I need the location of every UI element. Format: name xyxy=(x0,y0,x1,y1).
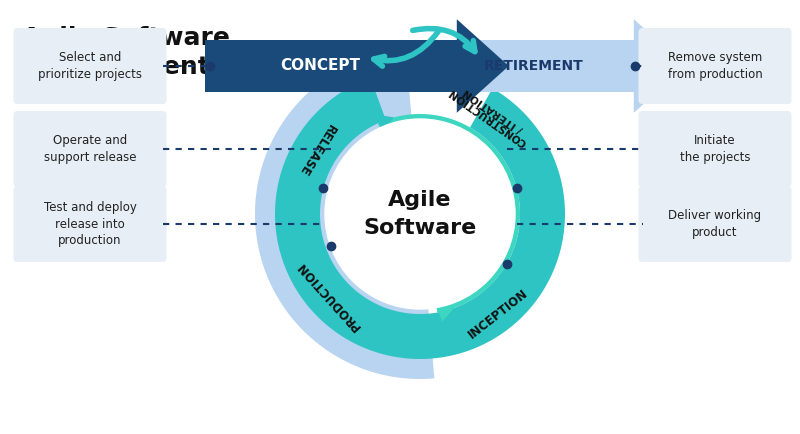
Text: Agile Software
Development Lifecycle: Agile Software Development Lifecycle xyxy=(22,26,342,79)
FancyArrowPatch shape xyxy=(413,29,475,52)
Polygon shape xyxy=(378,114,520,312)
Polygon shape xyxy=(205,19,509,113)
Polygon shape xyxy=(376,115,394,131)
FancyBboxPatch shape xyxy=(14,28,166,104)
Text: Select and
prioritize projects: Select and prioritize projects xyxy=(38,51,142,81)
FancyBboxPatch shape xyxy=(638,28,791,104)
FancyBboxPatch shape xyxy=(638,186,791,262)
Text: Remove system
from production: Remove system from production xyxy=(668,51,762,81)
Text: CONCEPT: CONCEPT xyxy=(281,59,361,73)
FancyBboxPatch shape xyxy=(14,111,166,187)
Text: RETIREMENT: RETIREMENT xyxy=(484,59,584,73)
Text: CONSTRUCTION
/ ITERATION: CONSTRUCTION / ITERATION xyxy=(447,79,534,148)
FancyBboxPatch shape xyxy=(14,186,166,262)
Text: Deliver working
product: Deliver working product xyxy=(669,209,762,239)
Text: Operate and
support release: Operate and support release xyxy=(44,134,136,164)
Text: RELEASE: RELEASE xyxy=(295,121,337,177)
Text: PRODUCTION: PRODUCTION xyxy=(294,259,363,333)
Text: Agile
Software: Agile Software xyxy=(363,190,477,238)
Polygon shape xyxy=(275,78,565,359)
Text: INCEPTION: INCEPTION xyxy=(466,287,531,342)
Circle shape xyxy=(325,119,515,309)
Text: Test and deploy
release into
production: Test and deploy release into production xyxy=(43,201,137,247)
Polygon shape xyxy=(255,49,434,379)
FancyBboxPatch shape xyxy=(638,111,791,187)
Polygon shape xyxy=(436,305,454,322)
Text: Initiate
the projects: Initiate the projects xyxy=(680,134,750,164)
FancyArrowPatch shape xyxy=(374,31,438,66)
Polygon shape xyxy=(455,19,686,113)
